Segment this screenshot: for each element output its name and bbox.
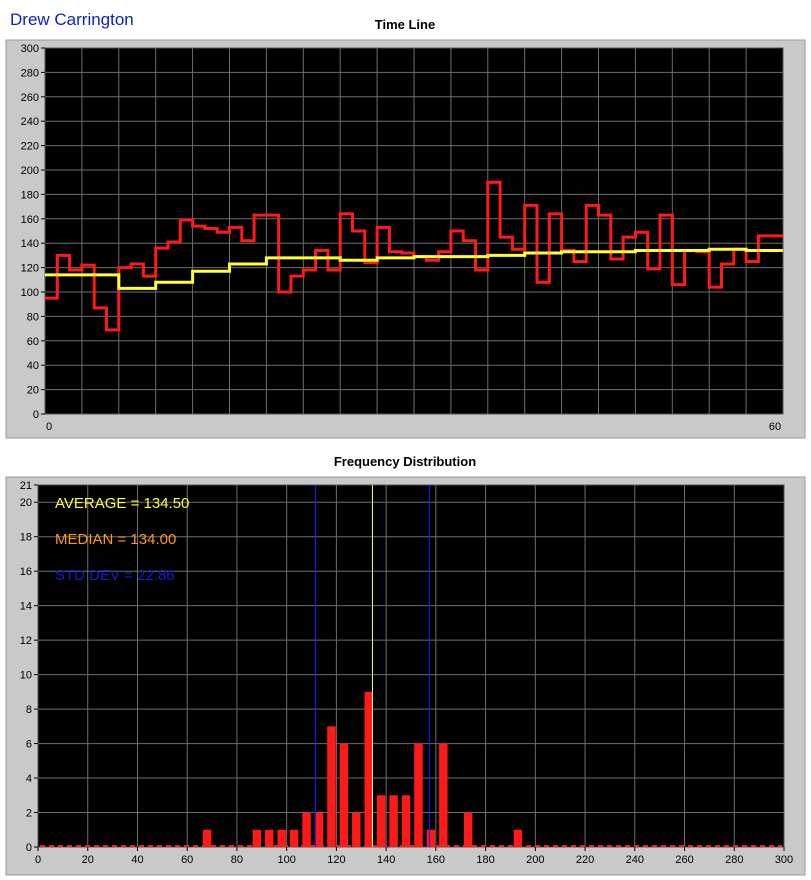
- frequency-plot-area: [37, 484, 785, 848]
- frequency-x-tick-label: 100: [277, 854, 295, 866]
- timeline-y-tick-label: 280: [21, 67, 39, 79]
- frequency-x-tick-label: 300: [775, 854, 793, 866]
- timeline-y-tick-label: 40: [27, 360, 39, 372]
- timeline-chart-title: Time Line: [374, 17, 436, 32]
- frequency-bar: [265, 829, 274, 847]
- frequency-bar: [277, 829, 286, 847]
- timeline-series-line-1: [45, 180, 783, 332]
- frequency-bar: [352, 812, 361, 847]
- frequency-x-tick-label: 200: [526, 854, 544, 866]
- frequency-bar: [401, 795, 411, 847]
- frequency-y-tick-label: 14: [20, 601, 32, 613]
- frequency-y-tick-label: 16: [20, 566, 32, 578]
- timeline-y-tick-label: 180: [21, 189, 39, 201]
- frequency-x-tick-label: 60: [181, 854, 193, 866]
- frequency-bar: [463, 812, 473, 847]
- timeline-y-tick-label: 0: [33, 409, 39, 421]
- frequency-y-tick-label: 21: [20, 480, 32, 492]
- frequency-x-tick-label: 260: [675, 854, 693, 866]
- user-name: Drew Carrington: [10, 10, 134, 29]
- frequency-x-tick-label: 240: [626, 854, 644, 866]
- frequency-annotation-2: MEDIAN = 134.00: [55, 531, 176, 548]
- frequency-y-tick-label: 10: [20, 670, 32, 682]
- frequency-x-tick-label: 20: [82, 854, 94, 866]
- frequency-bar: [414, 743, 423, 847]
- frequency-annotation-3: STD DEV = 22.86: [55, 567, 175, 584]
- frequency-bar: [302, 812, 311, 847]
- timeline-y-tick-label: 100: [21, 287, 39, 299]
- timeline-y-tick-label: 240: [21, 116, 39, 128]
- frequency-y-tick-label: 20: [20, 497, 32, 509]
- frequency-bar: [289, 829, 299, 847]
- timeline-y-tick-label: 220: [21, 141, 39, 153]
- frequency-bar: [376, 795, 386, 847]
- frequency-x-tick-label: 180: [476, 854, 494, 866]
- frequency-y-tick-label: 12: [20, 635, 32, 647]
- frequency-y-tick-label: 6: [26, 739, 32, 751]
- timeline-x-tick-label: 60: [769, 421, 781, 433]
- frequency-x-tick-label: 220: [576, 854, 594, 866]
- frequency-bar: [314, 812, 324, 847]
- frequency-bar: [513, 829, 523, 847]
- frequency-bar: [364, 691, 373, 847]
- timeline-y-tick-label: 80: [27, 311, 39, 323]
- frequency-bar: [389, 795, 398, 847]
- frequency-x-tick-label: 140: [377, 854, 395, 866]
- frequency-annotation-1: AVERAGE = 134.50: [55, 495, 189, 512]
- frequency-x-tick-label: 40: [131, 854, 143, 866]
- frequency-x-tick-label: 0: [35, 854, 41, 866]
- timeline-y-tick-label: 260: [21, 92, 39, 104]
- frequency-y-tick-label: 8: [26, 704, 32, 716]
- frequency-y-tick-label: 0: [26, 842, 32, 854]
- timeline-y-tick-label: 60: [27, 336, 39, 348]
- frequency-y-tick-label: 4: [26, 773, 32, 785]
- timeline-x-tick-label: 0: [46, 421, 52, 433]
- frequency-bar: [339, 743, 349, 847]
- frequency-x-tick-label: 160: [427, 854, 445, 866]
- frequency-bar: [327, 726, 336, 847]
- frequency-x-tick-label: 80: [231, 854, 243, 866]
- frequency-bar: [252, 829, 262, 847]
- frequency-y-tick-label: 2: [26, 808, 32, 820]
- frequency-bar: [426, 829, 436, 847]
- frequency-x-tick-label: 120: [327, 854, 345, 866]
- timeline-y-tick-label: 20: [27, 385, 39, 397]
- frequency-y-tick-label: 18: [20, 532, 32, 544]
- timeline-series-line-2: [45, 247, 783, 290]
- timeline-y-tick-label: 160: [21, 214, 39, 226]
- frequency-bar: [439, 743, 448, 847]
- timeline-y-tick-label: 200: [21, 165, 39, 177]
- timeline-y-tick-label: 300: [21, 43, 39, 55]
- timeline-y-tick-label: 120: [21, 263, 39, 275]
- frequency-x-tick-label: 280: [725, 854, 743, 866]
- timeline-y-tick-label: 140: [21, 238, 39, 250]
- frequency-chart-title: Frequency Distribution: [333, 454, 477, 469]
- frequency-bar: [202, 829, 212, 847]
